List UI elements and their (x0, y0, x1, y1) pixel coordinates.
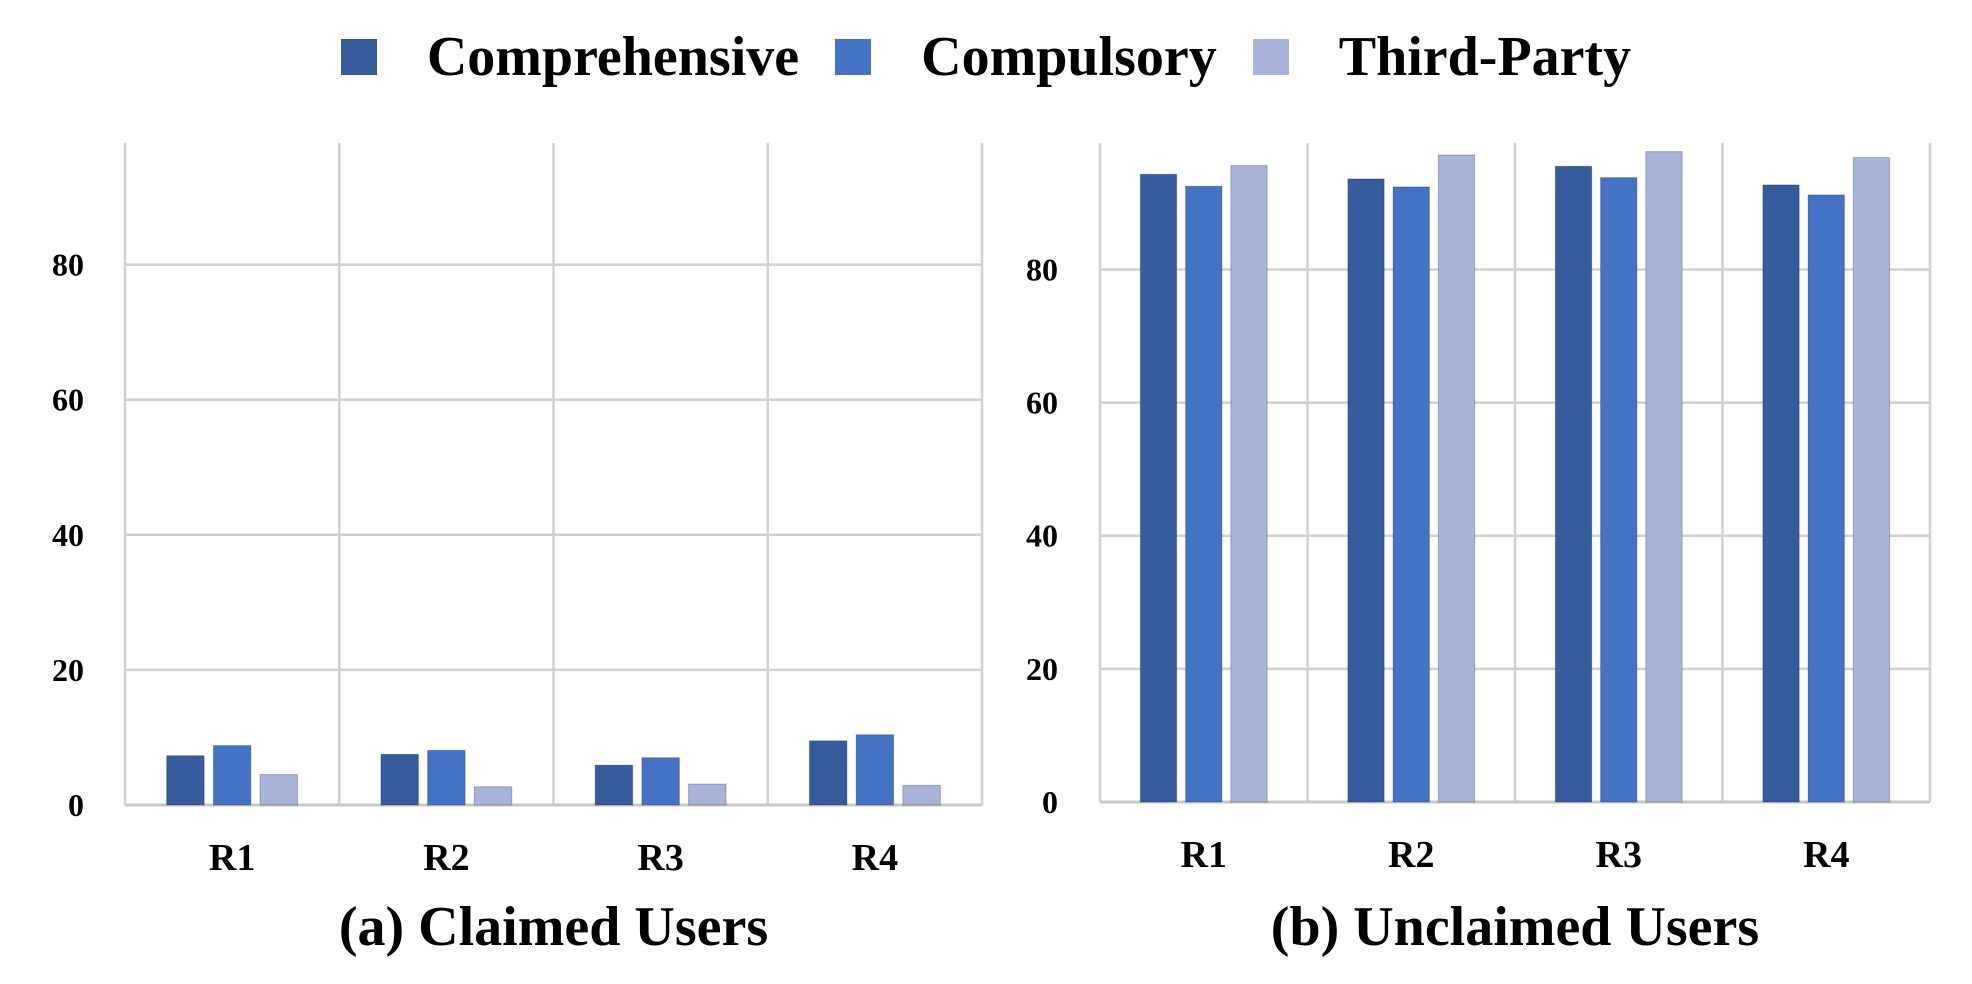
legend-label-compulsory: Compulsory (921, 26, 1217, 88)
y-tick-label: 60 (1026, 385, 1058, 421)
panel-title: (b) Unclaimed Users (1271, 896, 1759, 958)
bar-comprehensive-r1 (1139, 173, 1178, 803)
chart-panel-1: 0 20 40 60 80 R1 R2 R3 R4 (a) Claimed Users (52, 143, 984, 958)
legend: Comprehensive Compulsory Third-Party (0, 22, 1972, 92)
bar-comprehensive-r2 (1347, 178, 1385, 803)
legend-item-compulsory: Compulsory (835, 25, 1217, 89)
legend-swatch-third-party (1252, 39, 1289, 75)
bar-compulsory-r1 (1185, 185, 1223, 803)
x-tick-label: R4 (852, 837, 898, 879)
legend-item-comprehensive: Comprehensive (340, 25, 800, 89)
bar-comprehensive-r4 (1762, 184, 1800, 803)
bar-third-party-r4 (902, 784, 941, 806)
bar-comprehensive-r3 (1554, 165, 1593, 803)
bar-third-party-r3 (1645, 151, 1683, 803)
bar-compulsory-r4 (1807, 194, 1845, 803)
bar-third-party-r1 (259, 774, 299, 806)
legend-item-third-party: Third-Party (1252, 25, 1632, 89)
bar-comprehensive-r2 (380, 753, 419, 806)
x-tick-label: R3 (637, 837, 683, 879)
x-tick-label: R3 (1596, 834, 1642, 876)
bar-third-party-r1 (1230, 165, 1268, 803)
y-tick-label: 20 (1026, 651, 1058, 687)
bar-comprehensive-r3 (594, 764, 634, 806)
bar-compulsory-r2 (427, 749, 466, 806)
chart-panel-2: 0 20 40 60 80 R1 R2 R3 R4 (b) Unclaimed Users (1026, 143, 1932, 958)
bar-comprehensive-r1 (166, 755, 205, 806)
bar-third-party-r2 (1437, 154, 1476, 803)
y-tick-label: 0 (68, 787, 84, 823)
y-tick-label: 80 (1026, 251, 1058, 287)
y-tick-label: 40 (1026, 518, 1058, 554)
panel-title: (a) Claimed Users (339, 896, 768, 958)
y-tick-label: 0 (1042, 784, 1058, 820)
legend-label-third-party: Third-Party (1338, 26, 1632, 88)
bar-compulsory-r3 (641, 757, 680, 806)
bar-compulsory-r4 (855, 734, 895, 806)
x-tick-label: R2 (423, 837, 469, 879)
bar-comprehensive-r4 (808, 740, 848, 806)
x-tick-label: R1 (1181, 834, 1227, 876)
bar-third-party-r2 (473, 786, 513, 806)
legend-swatch-compulsory (835, 39, 872, 75)
bar-compulsory-r3 (1600, 177, 1638, 803)
bar-compulsory-r1 (212, 745, 252, 806)
legend-swatch-comprehensive (340, 39, 377, 75)
x-tick-label: R4 (1803, 834, 1849, 876)
bar-compulsory-r2 (1392, 186, 1430, 803)
y-tick-label: 80 (52, 247, 84, 283)
y-tick-label: 60 (52, 382, 84, 418)
y-tick-label: 20 (52, 652, 84, 688)
y-tick-label: 40 (52, 517, 84, 553)
bar-third-party-r4 (1852, 157, 1891, 803)
bar-third-party-r3 (688, 783, 727, 806)
x-tick-label: R2 (1388, 834, 1434, 876)
legend-label-comprehensive: Comprehensive (426, 26, 800, 88)
x-tick-label: R1 (209, 837, 255, 879)
